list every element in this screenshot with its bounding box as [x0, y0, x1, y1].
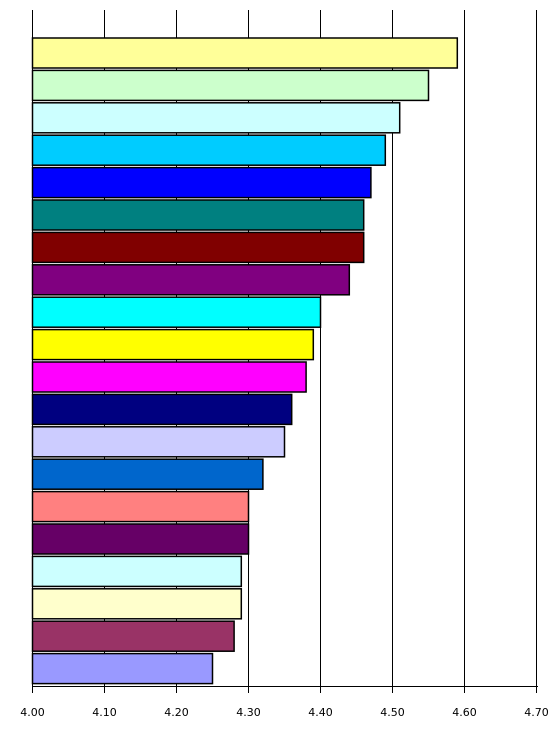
bar [31, 555, 243, 588]
bar [31, 490, 250, 523]
bar [31, 264, 351, 296]
bar [31, 361, 307, 393]
bar [31, 199, 365, 231]
bar [31, 523, 250, 555]
bar [31, 458, 264, 490]
bar [31, 37, 459, 69]
bar [31, 620, 235, 652]
bar [31, 393, 293, 426]
bar [31, 69, 430, 102]
x-tick-label: 4.50 [380, 706, 405, 719]
bar [31, 426, 286, 458]
bar [31, 231, 365, 264]
bar [31, 166, 372, 199]
x-tick-label: 4.40 [308, 706, 333, 719]
x-tick-label: 4.30 [236, 706, 261, 719]
x-axis: 4.00 4.10 4.20 4.30 4.40 4.50 4.60 4.70 [20, 10, 549, 719]
bar [31, 652, 214, 685]
x-tick-label: 4.00 [20, 706, 45, 719]
x-tick-label: 4.20 [164, 706, 189, 719]
x-tick-label: 4.70 [524, 706, 549, 719]
bar [31, 296, 322, 328]
x-tick-label: 4.60 [452, 706, 477, 719]
bar [31, 102, 401, 134]
x-tick-label: 4.10 [92, 706, 117, 719]
bars [31, 37, 459, 685]
bar [31, 328, 315, 361]
bar [31, 588, 243, 620]
bar [31, 134, 387, 166]
